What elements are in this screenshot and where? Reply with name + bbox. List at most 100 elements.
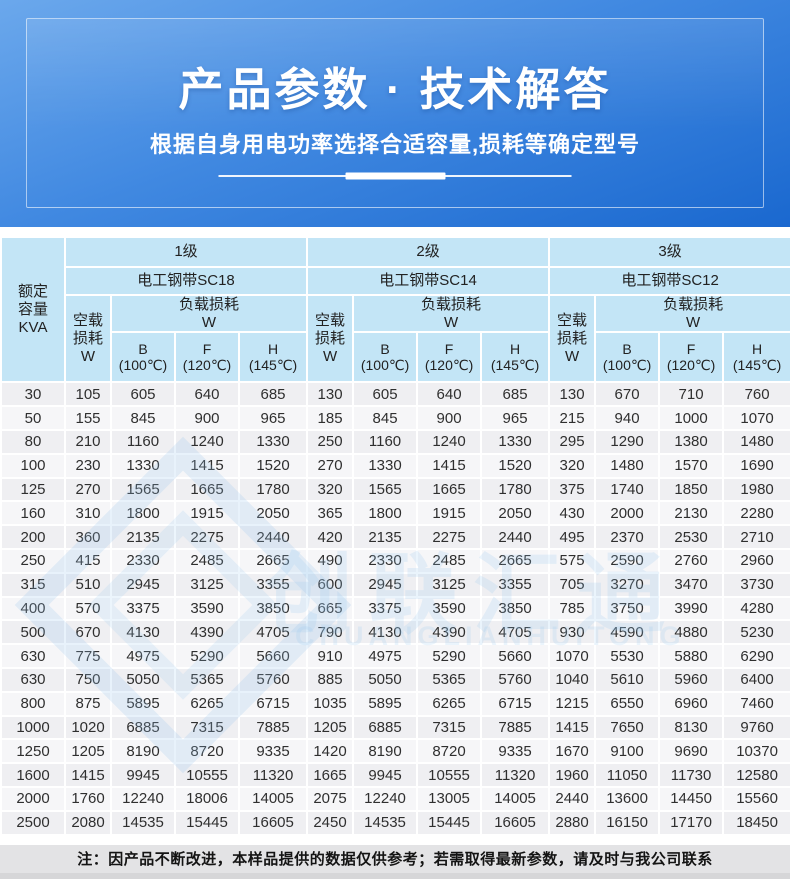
value-cell: 5290 bbox=[174, 643, 240, 669]
value-cell: 2880 bbox=[548, 809, 597, 836]
header-line: H bbox=[752, 340, 763, 357]
value-cell: 875 bbox=[64, 690, 112, 717]
kva-cell: 125 bbox=[0, 476, 66, 503]
value-cell: 320 bbox=[548, 452, 597, 479]
value-cell: 5365 bbox=[174, 666, 240, 693]
header-line: (100℃) bbox=[602, 357, 652, 374]
header-line: W bbox=[443, 313, 459, 331]
value-cell: 8720 bbox=[416, 738, 483, 765]
header-line: 损耗 bbox=[315, 329, 346, 347]
header-line: (100℃) bbox=[118, 357, 168, 374]
value-cell: 6885 bbox=[352, 714, 419, 741]
value-cell: 2485 bbox=[416, 547, 483, 574]
value-cell: 9335 bbox=[237, 738, 309, 765]
value-cell: 4280 bbox=[722, 595, 790, 622]
value-cell: 510 bbox=[64, 571, 112, 598]
value-cell: 18450 bbox=[722, 809, 790, 836]
steel-grade-header: 电工钢带SC18 bbox=[63, 266, 309, 296]
value-cell: 5610 bbox=[594, 666, 661, 693]
kva-cell: 400 bbox=[0, 595, 66, 622]
value-cell: 1780 bbox=[480, 476, 551, 503]
table-row: 315 510 2945 3125 3355 600 2945 3125 3355 705 327… bbox=[0, 571, 790, 598]
kva-cell: 800 bbox=[0, 690, 66, 717]
value-cell: 910 bbox=[306, 643, 355, 669]
header-line: 空载 bbox=[557, 312, 588, 330]
value-cell: 15445 bbox=[416, 809, 483, 836]
value-cell: 130 bbox=[548, 381, 597, 408]
value-cell: 2330 bbox=[110, 547, 176, 574]
value-cell: 230 bbox=[64, 452, 112, 479]
value-cell: 11050 bbox=[594, 762, 661, 788]
value-cell: 13600 bbox=[594, 785, 661, 812]
value-cell: 1415 bbox=[174, 452, 240, 479]
value-cell: 6265 bbox=[416, 690, 483, 717]
value-cell: 965 bbox=[480, 405, 551, 431]
header-line: 负载损耗 bbox=[179, 296, 240, 313]
value-cell: 3125 bbox=[416, 571, 483, 598]
value-cell: 1690 bbox=[722, 452, 790, 479]
bottom-strip bbox=[0, 872, 790, 879]
value-cell: 4975 bbox=[110, 643, 176, 669]
value-cell: 2370 bbox=[594, 524, 661, 550]
value-cell: 2000 bbox=[594, 500, 661, 527]
value-cell: 1415 bbox=[64, 762, 112, 788]
value-cell: 1740 bbox=[594, 476, 661, 503]
value-cell: 7315 bbox=[174, 714, 240, 741]
value-cell: 1665 bbox=[416, 476, 483, 503]
header-line: (145℃) bbox=[248, 357, 298, 374]
value-cell: 2945 bbox=[110, 571, 176, 598]
value-cell: 12240 bbox=[110, 785, 176, 812]
value-cell: 9690 bbox=[658, 738, 725, 765]
header-line: H bbox=[509, 340, 521, 357]
value-cell: 17170 bbox=[658, 809, 725, 836]
value-cell: 2275 bbox=[174, 524, 240, 550]
value-cell: 5230 bbox=[722, 619, 790, 646]
value-cell: 3590 bbox=[174, 595, 240, 622]
table-header: 额定 容量 KVA 1级 2级 3级 电工钢带SC18 电工钢带SC14 电工钢… bbox=[0, 235, 790, 384]
value-cell: 2530 bbox=[658, 524, 725, 550]
value-cell: 900 bbox=[416, 405, 483, 431]
value-cell: 845 bbox=[352, 405, 419, 431]
value-cell: 7650 bbox=[594, 714, 661, 741]
value-cell: 2135 bbox=[352, 524, 419, 550]
value-cell: 10555 bbox=[416, 762, 483, 788]
table-row: 500 670 4130 4390 4705 790 4130 4390 4705 930 459… bbox=[0, 619, 790, 646]
value-cell: 1205 bbox=[306, 714, 355, 741]
table-row: 30 105 605 640 685 130 605 640 685 130 670 710 760 bbox=[0, 381, 790, 408]
value-cell: 130 bbox=[306, 381, 355, 408]
value-cell: 1000 bbox=[658, 405, 725, 431]
temp-class-header: H (145℃) bbox=[722, 331, 790, 384]
value-cell: 930 bbox=[548, 619, 597, 646]
value-cell: 11320 bbox=[237, 762, 309, 788]
value-cell: 1415 bbox=[548, 714, 597, 741]
value-cell: 5050 bbox=[110, 666, 176, 693]
no-load-loss-header: 空载 损耗 W bbox=[548, 293, 597, 384]
value-cell: 1020 bbox=[64, 714, 112, 741]
value-cell: 11730 bbox=[658, 762, 725, 788]
kva-cell: 160 bbox=[0, 500, 66, 527]
value-cell: 1480 bbox=[594, 452, 661, 479]
value-cell: 705 bbox=[548, 571, 597, 598]
value-cell: 3375 bbox=[352, 595, 419, 622]
header-line: W bbox=[685, 313, 701, 331]
kva-cell: 315 bbox=[0, 571, 66, 598]
kva-cell: 630 bbox=[0, 666, 66, 693]
value-cell: 4590 bbox=[594, 619, 661, 646]
value-cell: 1520 bbox=[480, 452, 551, 479]
note-text: 注：因产品不断改进，本样品提供的数据仅供参考；若需取得最新参数，请及时与我公司联… bbox=[77, 851, 713, 869]
value-cell: 4130 bbox=[110, 619, 176, 646]
kva-cell: 200 bbox=[0, 524, 66, 550]
table-row: 80 210 1160 1240 1330 250 1160 1240 1330 295 1290… bbox=[0, 428, 790, 455]
value-cell: 6265 bbox=[174, 690, 240, 717]
table-row: 160 310 1800 1915 2050 365 1800 1915 2050 430 200… bbox=[0, 500, 790, 527]
value-cell: 965 bbox=[237, 405, 309, 431]
table-row: 100 230 1330 1415 1520 270 1330 1415 1520 320 148… bbox=[0, 452, 790, 479]
value-cell: 4705 bbox=[237, 619, 309, 646]
header-line: B bbox=[380, 340, 390, 357]
banner: 产品参数 · 技术解答 根据自身用电功率选择合适容量,损耗等确定型号 bbox=[0, 0, 790, 227]
value-cell: 2050 bbox=[480, 500, 551, 527]
value-cell: 3470 bbox=[658, 571, 725, 598]
table-row: 630 750 5050 5365 5760 885 5050 5365 5760 1040 56… bbox=[0, 666, 790, 693]
kva-cell: 1600 bbox=[0, 762, 66, 788]
value-cell: 3850 bbox=[237, 595, 309, 622]
